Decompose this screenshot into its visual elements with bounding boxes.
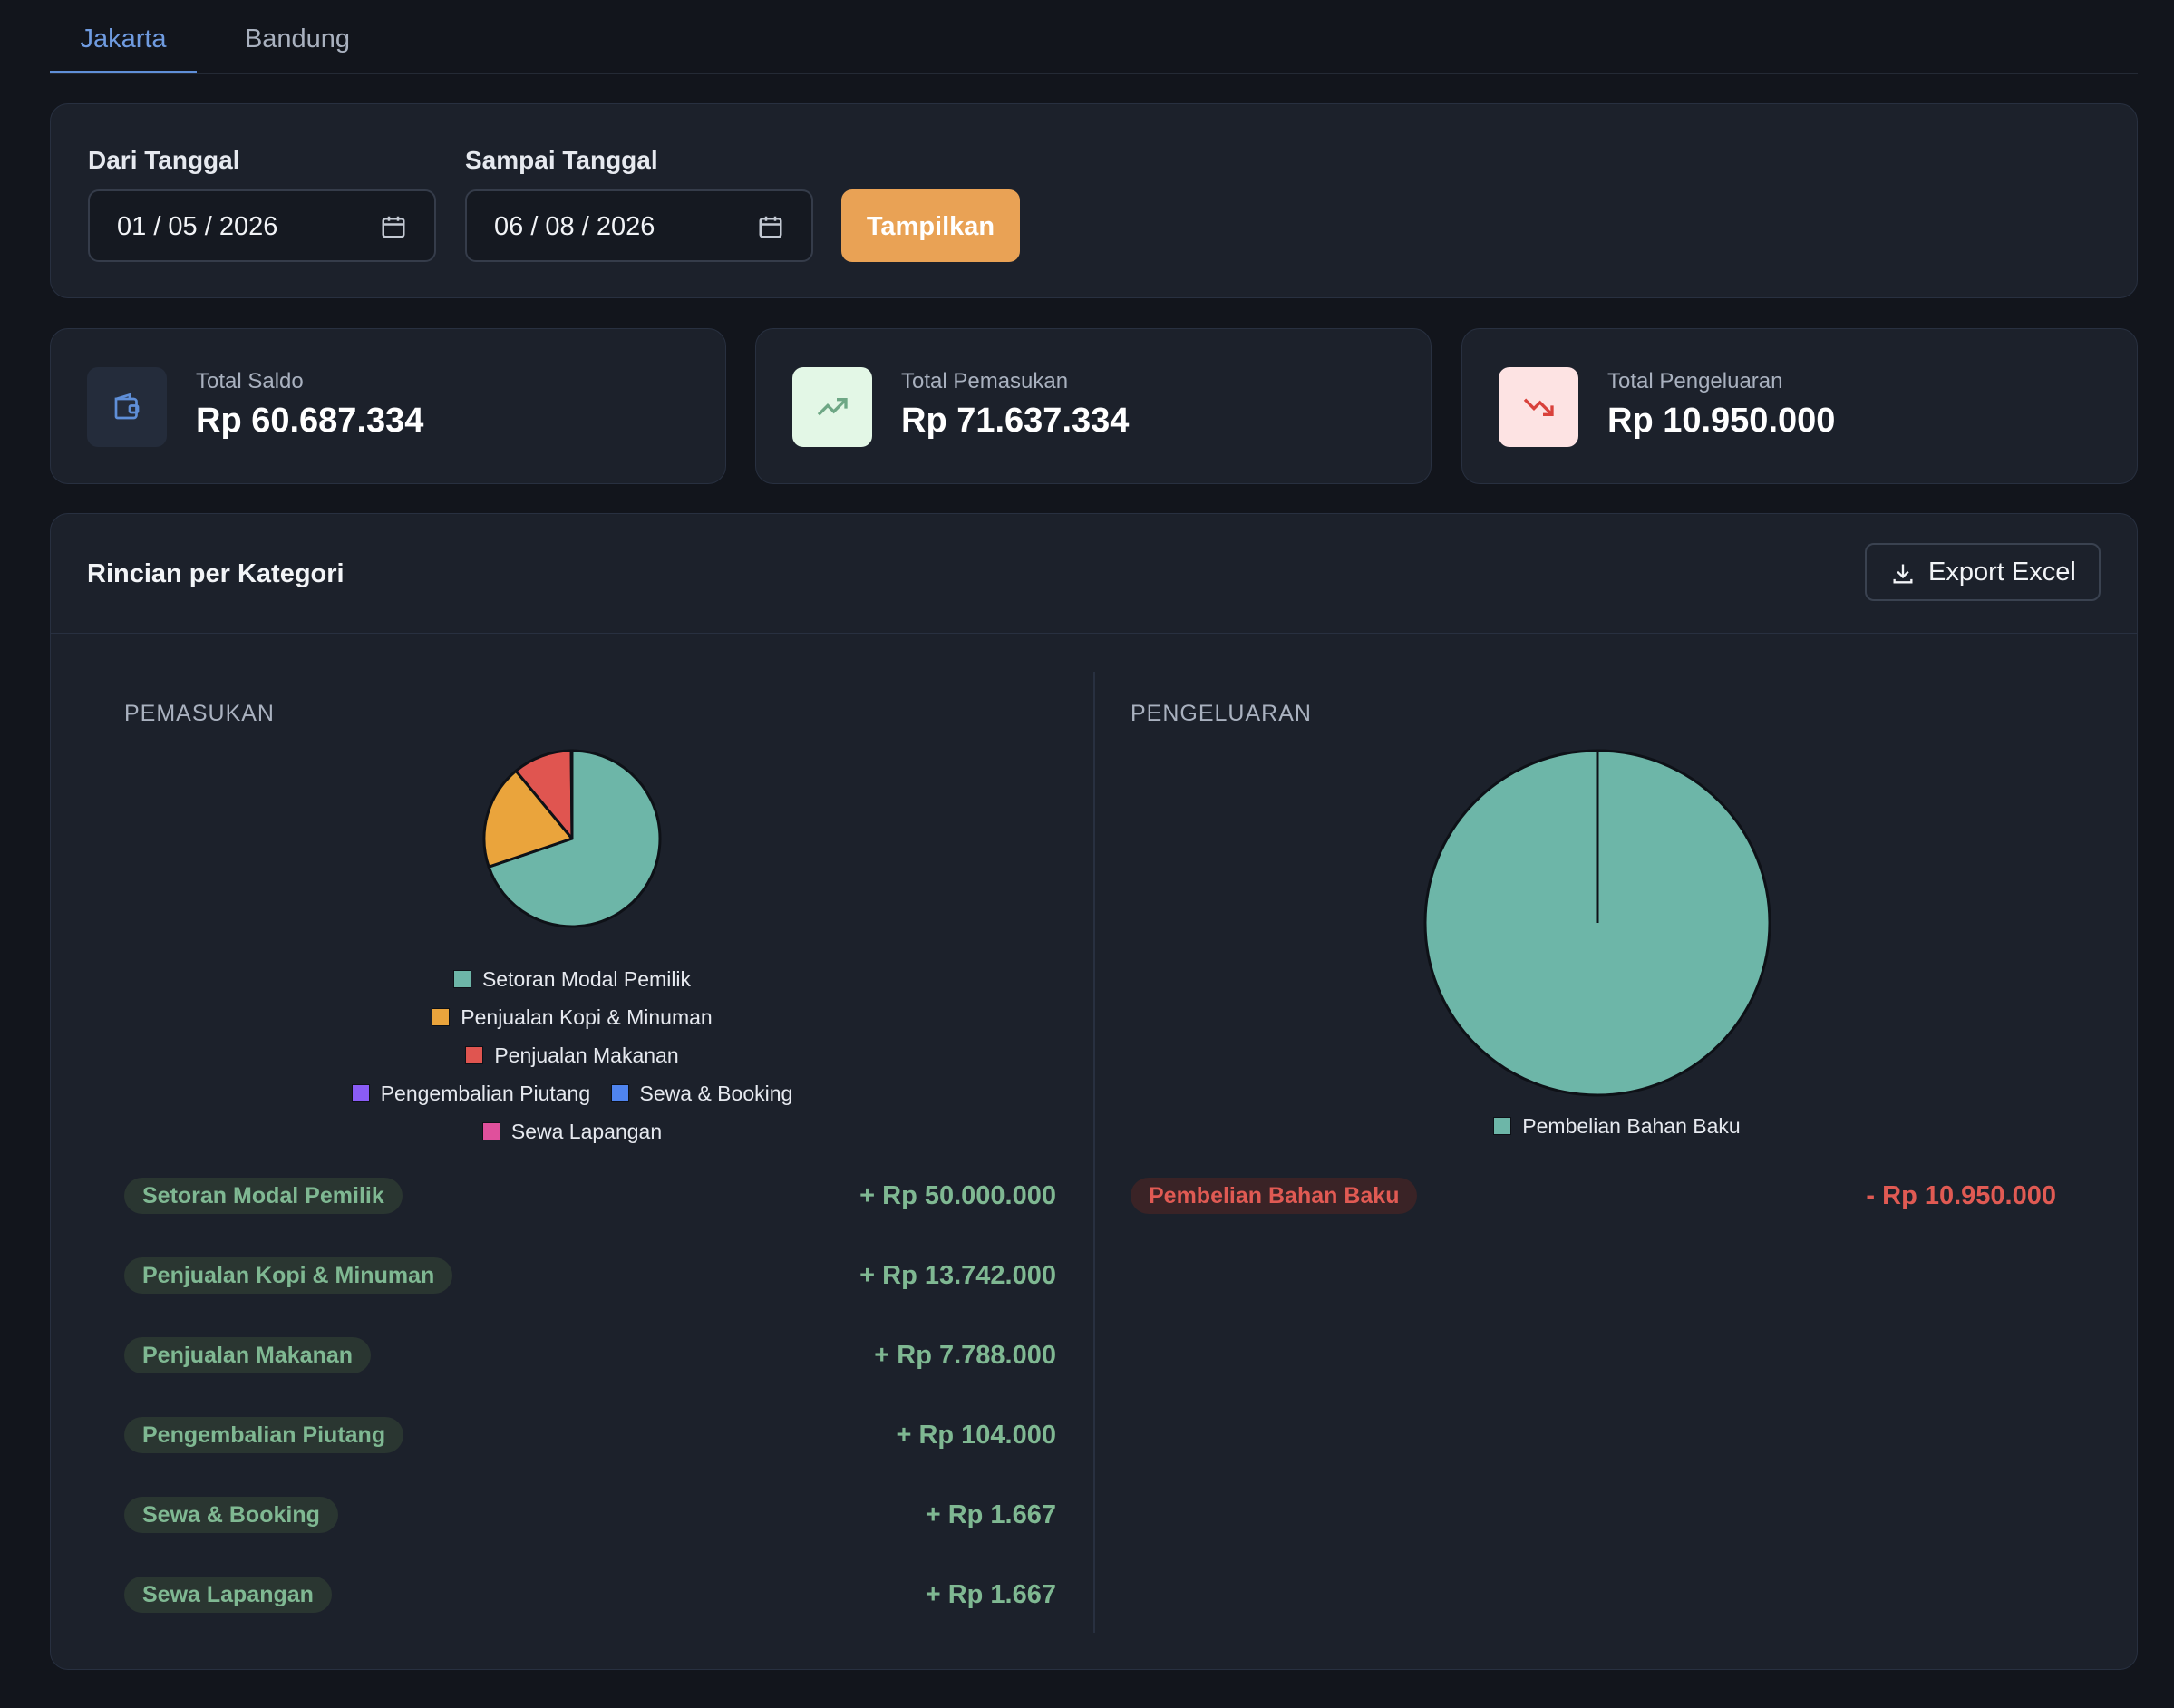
calendar-icon[interactable] (757, 213, 784, 240)
trending-up-icon (817, 398, 848, 416)
legend-item[interactable]: Setoran Modal Pemilik (452, 967, 692, 992)
trending-up-icon-box (792, 367, 872, 447)
income-legend-row: Setoran Modal Pemilik (51, 967, 1093, 992)
legend-swatch (351, 1084, 370, 1102)
category-detail-panel: Rincian per Kategori Export Excel PEMASU… (50, 513, 2138, 1670)
from-date-label: Dari Tanggal (88, 146, 240, 174)
legend-swatch (1493, 1117, 1512, 1135)
stat-label: Total Saldo (196, 369, 304, 393)
stat-card-saldo: Total Saldo Rp 60.687.334 (50, 328, 726, 484)
income-row: Penjualan Makanan + Rp 7.788.000 (124, 1337, 1056, 1377)
expense-heading: PENGELUARAN (1131, 701, 1312, 726)
category-amount: + Rp 1.667 (925, 1500, 1056, 1529)
legend-label: Pembelian Bahan Baku (1522, 1114, 1741, 1138)
category-amount: - Rp 10.950.000 (1866, 1181, 2056, 1210)
income-legend-row: Penjualan Makanan (51, 1043, 1093, 1068)
category-badge: Pembelian Bahan Baku (1131, 1178, 1418, 1214)
pie-slice[interactable] (487, 749, 662, 928)
stat-value: Rp 60.687.334 (196, 402, 424, 440)
show-button[interactable]: Tampilkan (841, 189, 1020, 262)
from-date-input[interactable]: 01 / 05 / 2026 (88, 189, 436, 262)
legend-label: Pengembalian Piutang (380, 1082, 591, 1105)
expense-row: Pembelian Bahan Baku - Rp 10.950.000 (1131, 1178, 2056, 1218)
legend-label: Penjualan Makanan (494, 1043, 679, 1067)
income-legend-row: Sewa Lapangan (51, 1120, 1093, 1144)
category-amount: + Rp 1.667 (925, 1580, 1056, 1609)
stat-label: Total Pemasukan (901, 369, 1069, 393)
from-date-value: 01 / 05 / 2026 (117, 212, 278, 241)
city-tabs: Jakarta Bandung (50, 0, 2138, 74)
tab-bandung[interactable]: Bandung (244, 24, 351, 53)
trending-down-icon-box (1499, 367, 1578, 447)
export-excel-button[interactable]: Export Excel (1865, 543, 2101, 601)
stat-card-pemasukan: Total Pemasukan Rp 71.637.334 (755, 328, 1432, 484)
to-date-label: Sampai Tanggal (465, 146, 658, 174)
legend-label: Sewa Lapangan (510, 1120, 663, 1143)
date-filter-panel: Dari Tanggal 01 / 05 / 2026 Sampai Tangg… (50, 103, 2138, 298)
legend-item[interactable]: Pembelian Bahan Baku (1493, 1114, 1741, 1139)
export-excel-label: Export Excel (1928, 558, 2076, 587)
category-badge: Sewa Lapangan (124, 1577, 332, 1613)
category-amount: + Rp 104.000 (896, 1421, 1056, 1450)
income-row: Sewa Lapangan + Rp 1.667 (124, 1577, 1056, 1616)
detail-title: Rincian per Kategori (87, 559, 345, 588)
tab-jakarta[interactable]: Jakarta (50, 0, 197, 73)
legend-label: Penjualan Kopi & Minuman (461, 1005, 713, 1029)
category-amount: + Rp 50.000.000 (859, 1181, 1056, 1210)
stat-card-pengeluaran: Total Pengeluaran Rp 10.950.000 (1461, 328, 2138, 484)
stat-label: Total Pengeluaran (1607, 369, 1783, 393)
income-row: Penjualan Kopi & Minuman + Rp 13.742.000 (124, 1257, 1056, 1297)
stat-value: Rp 10.950.000 (1607, 402, 1836, 440)
legend-label: Setoran Modal Pemilik (481, 967, 692, 991)
stat-value: Rp 71.637.334 (901, 402, 1130, 440)
to-date-input[interactable]: 06 / 08 / 2026 (465, 189, 813, 262)
legend-swatch (452, 970, 471, 988)
to-date-value: 06 / 08 / 2026 (494, 212, 655, 241)
legend-item[interactable]: Sewa & Booking (610, 1082, 793, 1106)
legend-item[interactable]: Penjualan Makanan (465, 1043, 679, 1068)
legend-item[interactable]: Penjualan Kopi & Minuman (432, 1005, 713, 1030)
income-legend-row: Penjualan Kopi & Minuman (51, 1005, 1093, 1030)
wallet-icon (114, 393, 140, 420)
wallet-icon-box (87, 367, 167, 447)
trending-down-icon (1523, 398, 1554, 416)
legend-swatch (610, 1084, 629, 1102)
legend-item[interactable]: Sewa Lapangan (481, 1120, 663, 1144)
income-pie-chart (482, 749, 662, 928)
income-heading: PEMASUKAN (124, 701, 275, 726)
category-badge: Sewa & Booking (124, 1497, 338, 1533)
download-icon (1893, 564, 1913, 584)
category-badge: Pengembalian Piutang (124, 1417, 404, 1453)
column-divider (1093, 672, 1095, 1633)
income-row: Sewa & Booking + Rp 1.667 (124, 1497, 1056, 1537)
category-badge: Setoran Modal Pemilik (124, 1178, 403, 1214)
pie-slice[interactable] (482, 769, 574, 869)
detail-header: Rincian per Kategori Export Excel (51, 514, 2137, 634)
income-row: Pengembalian Piutang + Rp 104.000 (124, 1417, 1056, 1457)
category-badge: Penjualan Kopi & Minuman (124, 1257, 453, 1294)
income-legend-row: Pengembalian Piutang Sewa & Booking (51, 1082, 1093, 1106)
legend-swatch (432, 1008, 451, 1026)
legend-swatch (481, 1122, 500, 1140)
expense-legend-row: Pembelian Bahan Baku (1095, 1114, 2139, 1139)
legend-swatch (465, 1046, 484, 1064)
calendar-icon[interactable] (380, 213, 407, 240)
category-badge: Penjualan Makanan (124, 1337, 372, 1373)
legend-label: Sewa & Booking (639, 1082, 793, 1105)
category-amount: + Rp 13.742.000 (859, 1261, 1056, 1290)
category-amount: + Rp 7.788.000 (874, 1341, 1056, 1370)
expense-pie-chart (1423, 749, 1771, 1097)
income-row: Setoran Modal Pemilik + Rp 50.000.000 (124, 1178, 1056, 1218)
legend-item[interactable]: Pengembalian Piutang (351, 1082, 591, 1106)
